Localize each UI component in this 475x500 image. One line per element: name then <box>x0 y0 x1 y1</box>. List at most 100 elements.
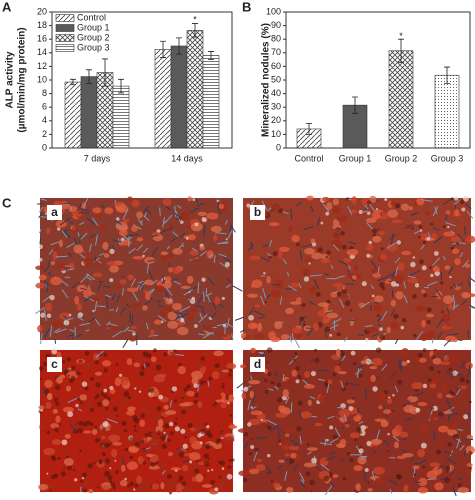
texture <box>300 244 312 248</box>
texture <box>386 241 398 249</box>
texture <box>304 247 316 255</box>
texture <box>391 270 396 279</box>
texture <box>380 254 388 261</box>
texture <box>179 306 191 313</box>
legend-swatch <box>55 14 75 22</box>
texture <box>40 312 46 318</box>
texture <box>188 234 196 241</box>
texture <box>281 210 289 215</box>
texture <box>118 376 130 386</box>
texture <box>38 483 49 491</box>
texture <box>339 298 345 308</box>
texture <box>90 377 94 381</box>
texture <box>103 352 108 357</box>
texture <box>417 486 428 494</box>
y-tick-label: 2 <box>42 129 47 139</box>
texture <box>295 201 303 207</box>
bar <box>170 45 188 149</box>
texture <box>136 284 140 290</box>
texture <box>138 390 142 394</box>
texture <box>351 275 357 280</box>
texture <box>441 310 444 314</box>
y-tick-label: 70 <box>271 47 281 57</box>
texture <box>290 282 300 288</box>
texture <box>421 289 426 294</box>
texture <box>326 202 333 211</box>
texture <box>234 316 245 321</box>
texture <box>339 415 347 423</box>
texture <box>89 422 94 426</box>
texture <box>160 435 166 441</box>
texture <box>126 410 135 416</box>
texture <box>109 467 112 470</box>
texture <box>56 376 63 384</box>
texture <box>198 333 205 336</box>
texture <box>111 294 116 301</box>
texture <box>167 311 177 321</box>
texture <box>176 326 189 336</box>
texture <box>397 261 405 271</box>
texture <box>150 461 156 467</box>
texture <box>151 483 160 490</box>
texture <box>127 484 131 488</box>
texture <box>145 322 149 330</box>
texture <box>415 407 421 413</box>
texture <box>190 222 203 232</box>
texture <box>166 245 171 250</box>
texture <box>156 229 161 234</box>
texture <box>128 235 130 247</box>
texture <box>336 420 341 426</box>
texture <box>291 333 294 341</box>
texture <box>468 364 471 374</box>
texture <box>197 433 202 438</box>
legend-label: Group 1 <box>77 22 110 32</box>
texture <box>432 405 438 412</box>
texture <box>127 274 134 281</box>
texture <box>228 458 233 463</box>
texture <box>262 287 267 299</box>
texture <box>197 401 203 409</box>
texture <box>38 213 43 218</box>
texture <box>427 281 438 287</box>
texture <box>82 197 89 209</box>
texture <box>51 348 58 355</box>
texture <box>313 322 319 332</box>
texture <box>445 210 451 215</box>
texture <box>446 399 453 410</box>
texture <box>413 356 421 361</box>
texture <box>77 312 84 318</box>
texture <box>68 262 75 270</box>
y-tick-label: 0 <box>42 142 47 152</box>
texture <box>445 465 451 471</box>
texture <box>92 272 103 278</box>
texture <box>390 299 396 307</box>
texture <box>87 463 93 469</box>
texture <box>390 372 396 378</box>
texture <box>271 283 280 286</box>
texture <box>166 254 175 259</box>
texture <box>432 357 442 365</box>
texture <box>366 243 374 251</box>
texture <box>267 253 272 257</box>
texture <box>104 442 110 449</box>
texture <box>305 258 313 264</box>
texture <box>426 236 431 241</box>
texture <box>159 207 161 216</box>
texture <box>310 238 315 244</box>
texture <box>79 221 85 226</box>
texture <box>394 338 399 345</box>
texture <box>445 369 450 374</box>
texture <box>103 253 110 258</box>
texture <box>59 423 62 426</box>
texture <box>406 359 410 364</box>
texture <box>377 316 383 322</box>
texture <box>386 398 393 404</box>
texture <box>409 270 421 276</box>
texture <box>445 470 448 474</box>
texture <box>132 353 140 357</box>
plot-frame <box>51 11 233 149</box>
texture <box>373 304 382 312</box>
texture <box>339 438 347 446</box>
texture <box>452 294 456 307</box>
texture <box>275 412 288 418</box>
